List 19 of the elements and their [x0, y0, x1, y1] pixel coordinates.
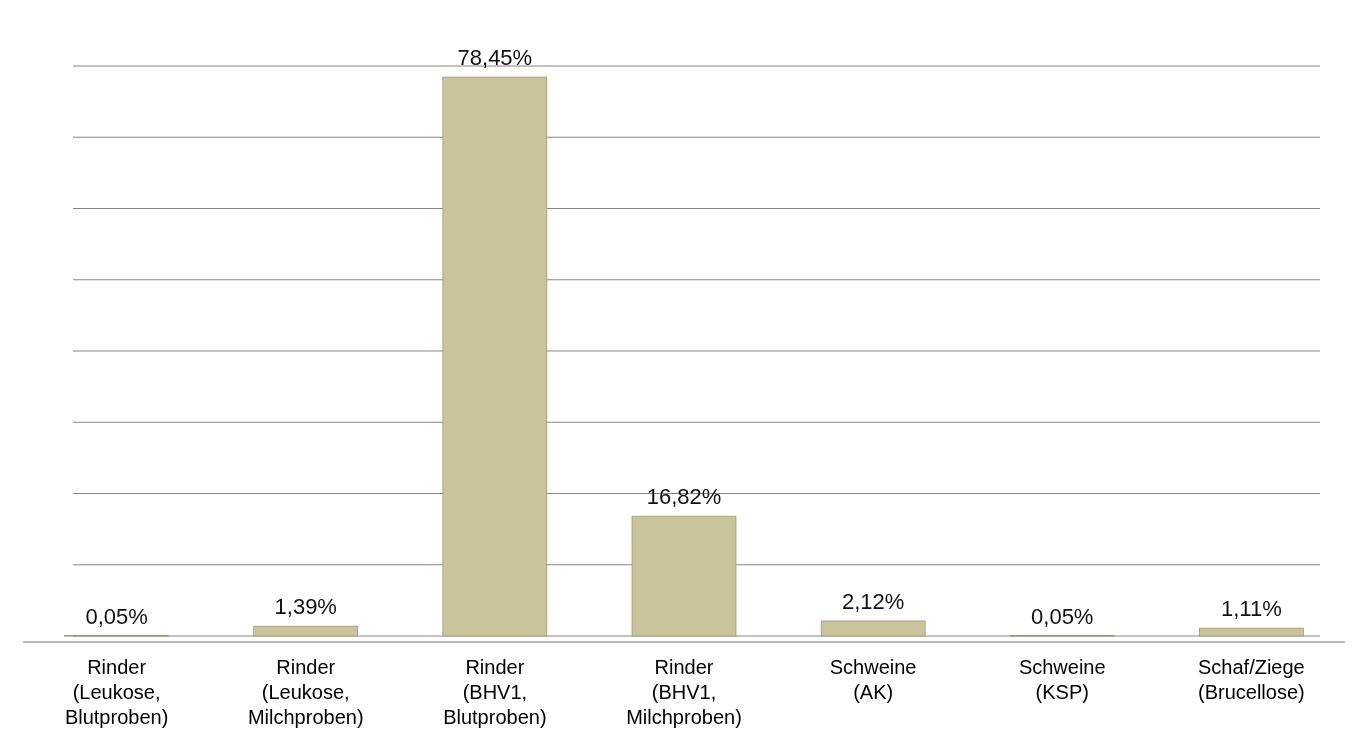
data-label: 1,39% — [274, 594, 337, 620]
bar — [820, 620, 926, 637]
bar — [253, 625, 359, 637]
bar — [442, 76, 548, 637]
x-tick-label: Schweine (AK) — [829, 656, 917, 703]
x-tick-label: Rinder (Leukose, Blutproben) — [64, 656, 169, 728]
bar — [1199, 627, 1304, 637]
data-label: 78,45% — [457, 45, 533, 71]
x-tick-label: Schweine (KSP) — [1018, 656, 1106, 703]
x-tick-label: Rinder (Leukose, Milchproben) — [247, 656, 364, 728]
x-tick-label: Schaf/Ziege (Brucellose) — [1198, 656, 1305, 703]
x-tick-label: Rinder (BHV1, Blutproben) — [443, 656, 547, 728]
bar — [631, 515, 737, 637]
data-label: 1,11% — [1221, 596, 1282, 622]
data-label: 16,82% — [646, 484, 722, 510]
x-tick-label: Rinder (BHV1, Milchproben) — [626, 656, 742, 728]
data-label: 0,05% — [85, 603, 148, 629]
data-label: 0,05% — [1031, 603, 1094, 629]
data-label: 2,12% — [841, 588, 905, 614]
